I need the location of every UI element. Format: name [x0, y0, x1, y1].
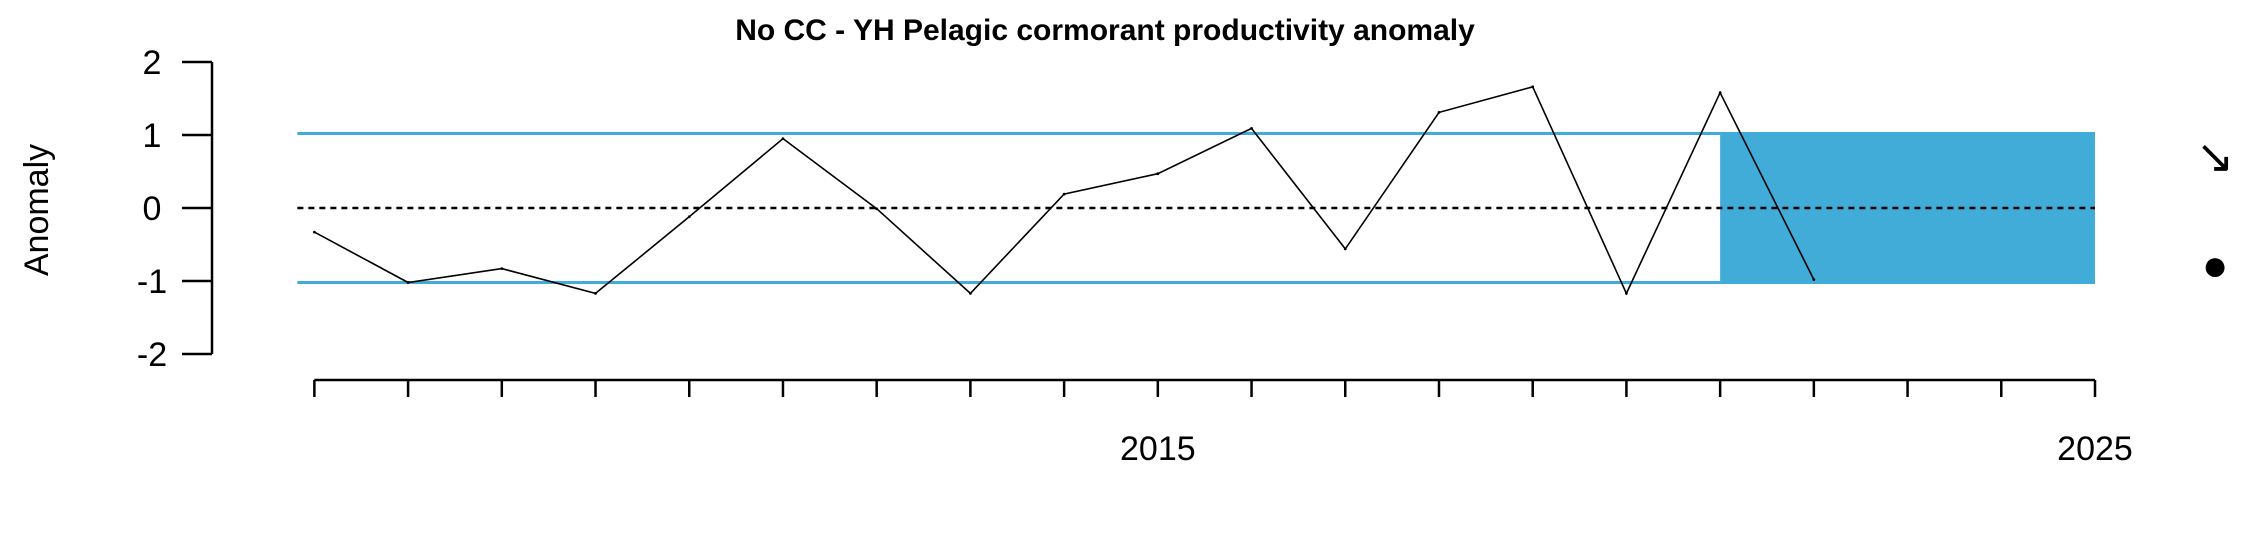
x-tick-label: 2025 [2057, 430, 2133, 468]
data-point [968, 292, 972, 295]
data-point [1062, 192, 1066, 196]
data-point [1531, 85, 1535, 89]
data-point [1812, 278, 1816, 281]
data-point [687, 215, 691, 219]
y-tick-label: 2 [143, 44, 162, 82]
y-tick-label: 1 [143, 117, 162, 155]
data-point [1625, 292, 1628, 295]
data-point [1250, 127, 1253, 130]
data-point [1343, 247, 1347, 251]
data-point [781, 137, 785, 141]
x-tick-label: 2015 [1120, 430, 1196, 468]
data-point [1156, 172, 1160, 176]
y-tick-label: 0 [143, 190, 162, 228]
data-point [1437, 110, 1441, 114]
data-point [500, 267, 504, 270]
y-tick-label: -1 [137, 263, 167, 301]
data-point [312, 230, 316, 234]
chart-title: No CC - YH Pelagic cormorant productivit… [735, 14, 1475, 47]
trend-arrow-icon: ↘ [2196, 130, 2235, 182]
data-point [406, 281, 410, 284]
data-point [875, 207, 879, 211]
y-axis-label: Anomaly [18, 144, 56, 276]
y-tick-label: -2 [137, 336, 167, 374]
series-line [314, 85, 1815, 296]
data-point [1718, 91, 1722, 95]
mean-status-dot-icon: ● [2202, 241, 2229, 290]
data-point [594, 292, 597, 295]
